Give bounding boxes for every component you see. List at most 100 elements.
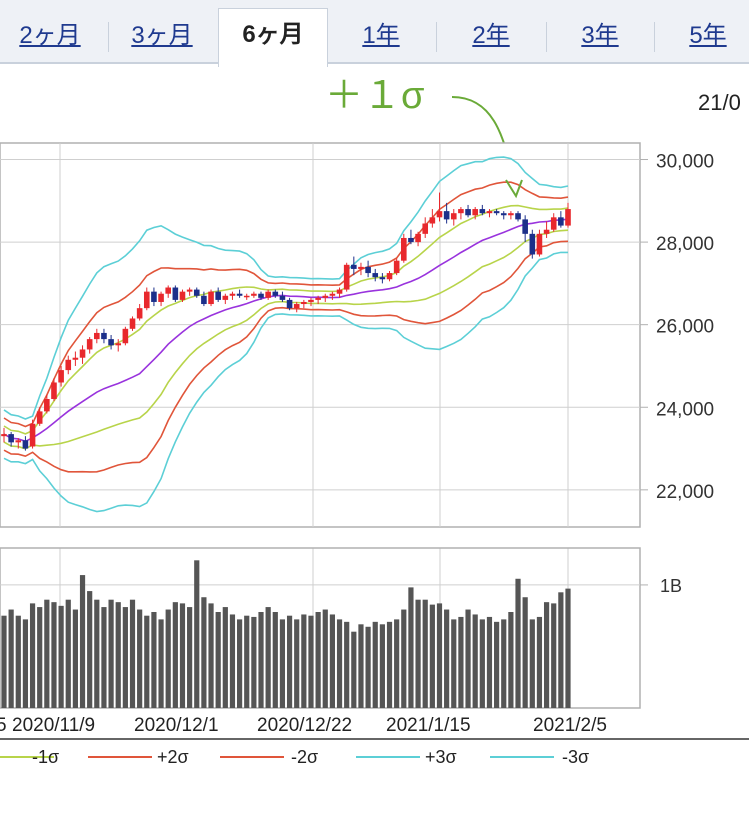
candle-body	[558, 217, 564, 226]
candle-body	[222, 295, 229, 300]
candle-body	[15, 440, 22, 443]
volume-bar	[344, 621, 350, 708]
legend-label: +3σ	[425, 747, 457, 767]
volume-bar	[79, 575, 86, 708]
tab-1-year[interactable]: 1年	[362, 22, 400, 49]
volume-bar	[565, 588, 571, 708]
volume-bar	[251, 616, 257, 708]
candle-body	[86, 339, 93, 350]
volume-bar	[37, 607, 43, 708]
volume-bar	[29, 603, 36, 708]
volume-bar	[486, 616, 493, 708]
volume-bar	[265, 607, 271, 708]
volume-bar	[172, 602, 178, 708]
candle-body	[500, 213, 507, 216]
volume-bar	[379, 624, 385, 708]
candle-body	[429, 217, 436, 224]
x-tick-label: 2021/2/5	[533, 715, 607, 736]
volume-bar	[472, 614, 478, 708]
candle-body	[536, 233, 543, 255]
candle-body	[265, 291, 271, 298]
candle-body	[1, 434, 7, 437]
candle-body	[72, 357, 79, 360]
candle-body	[58, 370, 64, 383]
candle-body	[450, 213, 457, 220]
volume-bar	[108, 599, 114, 708]
tab-3-months[interactable]: 3ヶ月	[131, 22, 193, 49]
candle-body	[51, 382, 57, 399]
candle-body	[158, 293, 164, 302]
volume-bar	[529, 619, 535, 708]
volume-bar	[1, 615, 7, 708]
tab-separator	[436, 22, 437, 52]
volume-bar	[8, 609, 14, 708]
y-tick-label: 24,000	[656, 399, 714, 420]
candle-body	[543, 229, 550, 234]
legend-label: -3σ	[562, 747, 589, 767]
volume-bar	[51, 602, 57, 708]
candle-body	[358, 266, 364, 269]
candle-body	[443, 211, 450, 220]
y-tick-label: 28,000	[656, 234, 714, 255]
candle-body	[379, 277, 386, 280]
candle-body	[329, 293, 336, 296]
volume-bar	[308, 615, 314, 708]
volume-bar	[336, 619, 343, 708]
candle-body	[279, 295, 286, 300]
plus-3-sigma-line	[3, 156, 569, 420]
volume-bar	[122, 607, 128, 708]
volume-bar	[229, 614, 236, 708]
tab-3-years[interactable]: 3年	[581, 22, 619, 49]
volume-bar	[286, 615, 293, 708]
volume-bar	[386, 621, 393, 708]
volume-bar	[15, 615, 21, 708]
volume-bar	[129, 599, 136, 708]
candle-body	[322, 295, 329, 298]
candle-body	[408, 237, 414, 243]
x-tick-label: 2020/12/22	[257, 715, 352, 736]
candle-body	[143, 291, 150, 309]
volume-tick-label: 1B	[660, 576, 682, 596]
volume-bar	[58, 605, 64, 708]
candle-body	[336, 289, 343, 294]
volume-bar	[272, 612, 278, 708]
candle-body	[215, 291, 221, 300]
candle-body	[258, 293, 264, 298]
volume-bar	[401, 609, 407, 708]
candle-body	[129, 318, 136, 329]
candle-body	[479, 209, 486, 214]
tab-6-months[interactable]: 6ヶ月	[218, 8, 328, 67]
legend-label: +2σ	[157, 747, 189, 767]
volume-bar	[258, 612, 264, 708]
volume-bar	[215, 612, 221, 708]
candle-body	[208, 291, 214, 305]
candle-body	[415, 233, 421, 243]
candle-body	[422, 223, 429, 234]
candle-body	[236, 293, 243, 296]
volume-bar	[315, 612, 321, 708]
tab-2-years[interactable]: 2年	[472, 22, 510, 49]
volume-bar	[137, 609, 143, 708]
volume-bar	[115, 602, 121, 708]
candle-body	[343, 264, 350, 290]
candle-body	[151, 291, 157, 302]
tab-2-months[interactable]: 2ヶ月	[19, 22, 81, 49]
candle-body	[465, 209, 471, 216]
volume-bar	[429, 604, 435, 708]
y-tick-label: 30,000	[656, 152, 714, 173]
volume-bar	[444, 609, 450, 708]
tab-5-years[interactable]: 5年	[689, 22, 727, 49]
candle-body	[115, 343, 122, 346]
candle-body	[372, 273, 379, 278]
volume-bar	[187, 607, 193, 708]
volume-bar	[372, 621, 378, 708]
legend-label: -2σ	[291, 747, 318, 767]
candle-body	[529, 233, 536, 255]
volume-bar	[94, 599, 100, 708]
volume-bar	[222, 607, 228, 708]
volume-bar	[465, 609, 471, 708]
volume-bar	[87, 591, 93, 708]
volume-panel: 1B	[0, 547, 682, 709]
candle-body	[508, 213, 514, 216]
volume-bar	[72, 609, 78, 708]
